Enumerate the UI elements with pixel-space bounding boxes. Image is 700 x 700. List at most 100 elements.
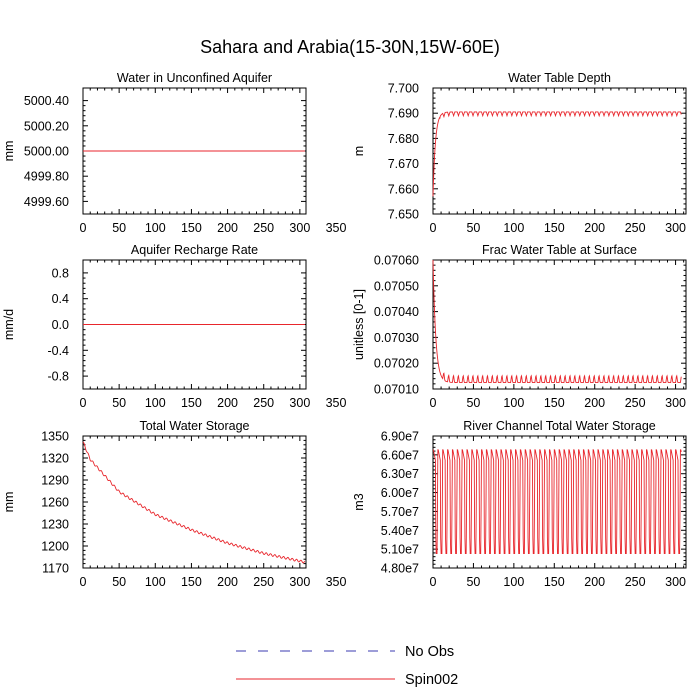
y-tick-label: 4999.60: [24, 195, 69, 209]
series-line: [432, 449, 682, 554]
x-tick-label: 150: [544, 575, 565, 589]
chart-title: Frac Water Table at Surface: [482, 243, 637, 257]
legend-label: Spin002: [405, 672, 458, 688]
y-tick-label: 1320: [41, 452, 69, 466]
x-tick-label: 0: [430, 221, 437, 235]
chart-panel: Water Table Depthm0501001502002503003507…: [352, 71, 687, 235]
x-tick-label: 250: [253, 575, 274, 589]
chart-title: Total Water Storage: [139, 419, 249, 433]
x-tick-label: 0: [430, 396, 437, 410]
plot-frame: [432, 435, 687, 569]
x-tick-label: 250: [625, 221, 646, 235]
y-tick-label: 7.680: [388, 132, 419, 146]
x-tick-label: 300: [665, 396, 686, 410]
x-tick-label: 350: [326, 221, 347, 235]
y-tick-label: -0.8: [47, 370, 69, 384]
y-axis-label: m: [352, 146, 366, 156]
x-tick-label: 350: [326, 396, 347, 410]
chart-panel: Water in Unconfined Aquifer mm 0 50 100 150 20…: [2, 71, 346, 235]
y-tick-label: 0.4: [52, 292, 69, 306]
plot-frame: [432, 87, 687, 215]
y-tick-label: 1230: [41, 518, 69, 532]
y-tick-label: 0.07040: [374, 305, 419, 319]
x-tick-label: 200: [217, 575, 238, 589]
x-tick-label: 100: [145, 575, 166, 589]
x-tick-label: 350: [326, 575, 347, 589]
x-tick-label: 300: [289, 396, 310, 410]
chart-panels: Water in Unconfined Aquifer mm 0 50 100 150 20…: [2, 71, 687, 589]
y-tick-label: 1170: [42, 562, 69, 576]
y-tick-label: 7.650: [388, 208, 419, 222]
y-tick-label: 6.00e7: [381, 486, 419, 500]
y-axis-label: mm: [2, 492, 16, 513]
y-tick-label: 4999.80: [24, 170, 69, 184]
y-axis-label: mm/d: [2, 309, 16, 340]
y-tick-label: 0.0: [52, 318, 69, 332]
y-tick-label: 0.07010: [374, 383, 419, 397]
legend: No Obs Spin002: [236, 644, 458, 688]
x-tick-label: 250: [253, 221, 274, 235]
chart-panel: River Channel Total Water Storage m3 0 50 10…: [352, 419, 687, 589]
y-tick-label: 6.30e7: [381, 467, 419, 481]
x-tick-label: 0: [80, 575, 87, 589]
y-tick-label: 7.700: [388, 82, 419, 96]
legend-label: No Obs: [405, 644, 454, 660]
chart-title: Aquifer Recharge Rate: [131, 243, 258, 257]
y-tick-label: 7.660: [388, 182, 419, 196]
x-tick-label: 100: [503, 396, 524, 410]
series-line: [432, 111, 682, 197]
x-tick-label: 150: [181, 575, 202, 589]
x-tick-label: 50: [112, 575, 126, 589]
x-tick-label: 250: [625, 396, 646, 410]
y-tick-label: -0.4: [47, 344, 69, 358]
series-line: [432, 259, 682, 384]
y-tick-label: 0.07030: [374, 331, 419, 345]
y-tick-label: 1200: [41, 540, 69, 554]
x-tick-label: 150: [544, 396, 565, 410]
x-tick-label: 200: [584, 575, 605, 589]
y-axis-label: m3: [352, 493, 366, 510]
x-tick-label: 200: [217, 221, 238, 235]
x-tick-label: 50: [112, 221, 126, 235]
y-axis-label: unitless [0-1]: [352, 289, 366, 360]
y-tick-label: 7.690: [388, 107, 419, 121]
y-tick-label: 7.670: [388, 157, 419, 171]
y-tick-label: 4.80e7: [381, 562, 419, 576]
y-tick-label: 0.8: [52, 266, 69, 280]
x-tick-label: 100: [503, 575, 524, 589]
y-tick-label: 5000.00: [24, 145, 69, 159]
x-tick-label: 0: [80, 221, 87, 235]
x-tick-label: 300: [665, 221, 686, 235]
y-tick-label: 5.70e7: [381, 505, 419, 519]
y-tick-label: 6.60e7: [381, 448, 419, 462]
chart-panel: Frac Water Table at Surface unitless [0-1…: [352, 243, 687, 410]
y-tick-label: 5.10e7: [381, 543, 419, 557]
x-tick-label: 300: [289, 575, 310, 589]
plot-frame: [82, 435, 307, 569]
x-tick-label: 200: [584, 221, 605, 235]
x-tick-label: 250: [253, 396, 274, 410]
x-tick-label: 150: [181, 396, 202, 410]
chart-title: Water in Unconfined Aquifer: [117, 71, 272, 85]
y-tick-label: 0.07020: [374, 357, 419, 371]
x-tick-label: 0: [430, 575, 437, 589]
chart-panel: Aquifer Recharge Rate mm/d 0 50 100 150 200 250…: [2, 243, 346, 410]
x-tick-label: 300: [289, 221, 310, 235]
x-tick-label: 50: [466, 575, 480, 589]
y-tick-label: 6.90e7: [381, 430, 419, 444]
chart-title: River Channel Total Water Storage: [463, 419, 656, 433]
x-tick-label: 50: [112, 396, 126, 410]
x-tick-label: 100: [145, 221, 166, 235]
y-tick-label: 1260: [41, 496, 69, 510]
y-tick-label: 5000.40: [24, 94, 69, 108]
chart-panel: Total Water Storage mm 0 50 100 150 200 250 300 3…: [2, 419, 346, 589]
x-tick-label: 200: [217, 396, 238, 410]
y-tick-label: 1290: [41, 474, 69, 488]
x-tick-label: 150: [544, 221, 565, 235]
x-tick-label: 150: [181, 221, 202, 235]
x-tick-label: 100: [145, 396, 166, 410]
x-tick-label: 100: [503, 221, 524, 235]
y-tick-label: 0.07050: [374, 279, 419, 293]
y-tick-label: 5000.20: [24, 119, 69, 133]
